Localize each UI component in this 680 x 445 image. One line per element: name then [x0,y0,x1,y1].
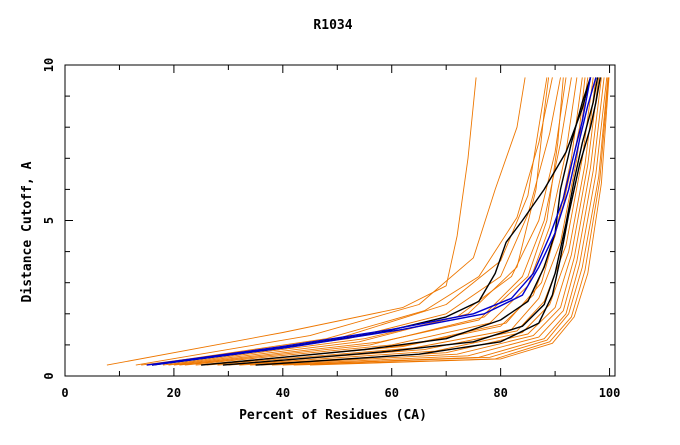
series-line-orange-18 [309,77,610,366]
series-layer [106,77,610,366]
series-line-orange-0 [106,77,477,366]
series-line-orange-1 [135,77,526,366]
ticks-layer: 0 20 40 60 80 100 0 5 10 [42,58,620,400]
series-line-black-26 [222,77,599,366]
y-axis-label: Distance Cutoff, A [20,161,35,302]
y-tick-label: 0 [42,372,56,379]
series-line-orange-13 [250,77,602,366]
series-line-orange-10 [217,77,594,366]
x-tick-label: 20 [167,386,181,400]
series-line-orange-12 [239,77,600,366]
x-tick-label: 40 [276,386,290,400]
series-line-orange-19 [179,77,564,366]
series-line-orange-20 [168,77,550,366]
series-line-orange-8 [195,77,583,366]
series-line-orange-5 [162,77,567,366]
series-line-orange-14 [260,77,605,366]
x-tick-label: 0 [61,386,68,400]
y-tick-label: 10 [42,58,56,72]
series-line-orange-17 [293,77,609,366]
series-line-blue-22 [146,77,592,366]
x-tick-label: 100 [599,386,621,400]
x-axis-label: Percent of Residues (CA) [239,408,427,423]
x-tick-label: 60 [385,386,399,400]
series-line-orange-2 [152,77,548,366]
series-line-black-25 [201,77,592,366]
chart-title: R1034 [313,18,352,33]
series-line-blue-23 [152,77,597,366]
series-line-orange-4 [141,77,561,366]
series-line-orange-21 [201,77,586,366]
series-line-black-27 [255,77,601,366]
series-line-orange-6 [173,77,572,366]
series-line-orange-3 [146,77,553,366]
y-tick-label: 5 [42,217,56,224]
series-line-orange-9 [206,77,589,366]
x-tick-label: 80 [493,386,507,400]
series-line-orange-16 [282,77,609,366]
